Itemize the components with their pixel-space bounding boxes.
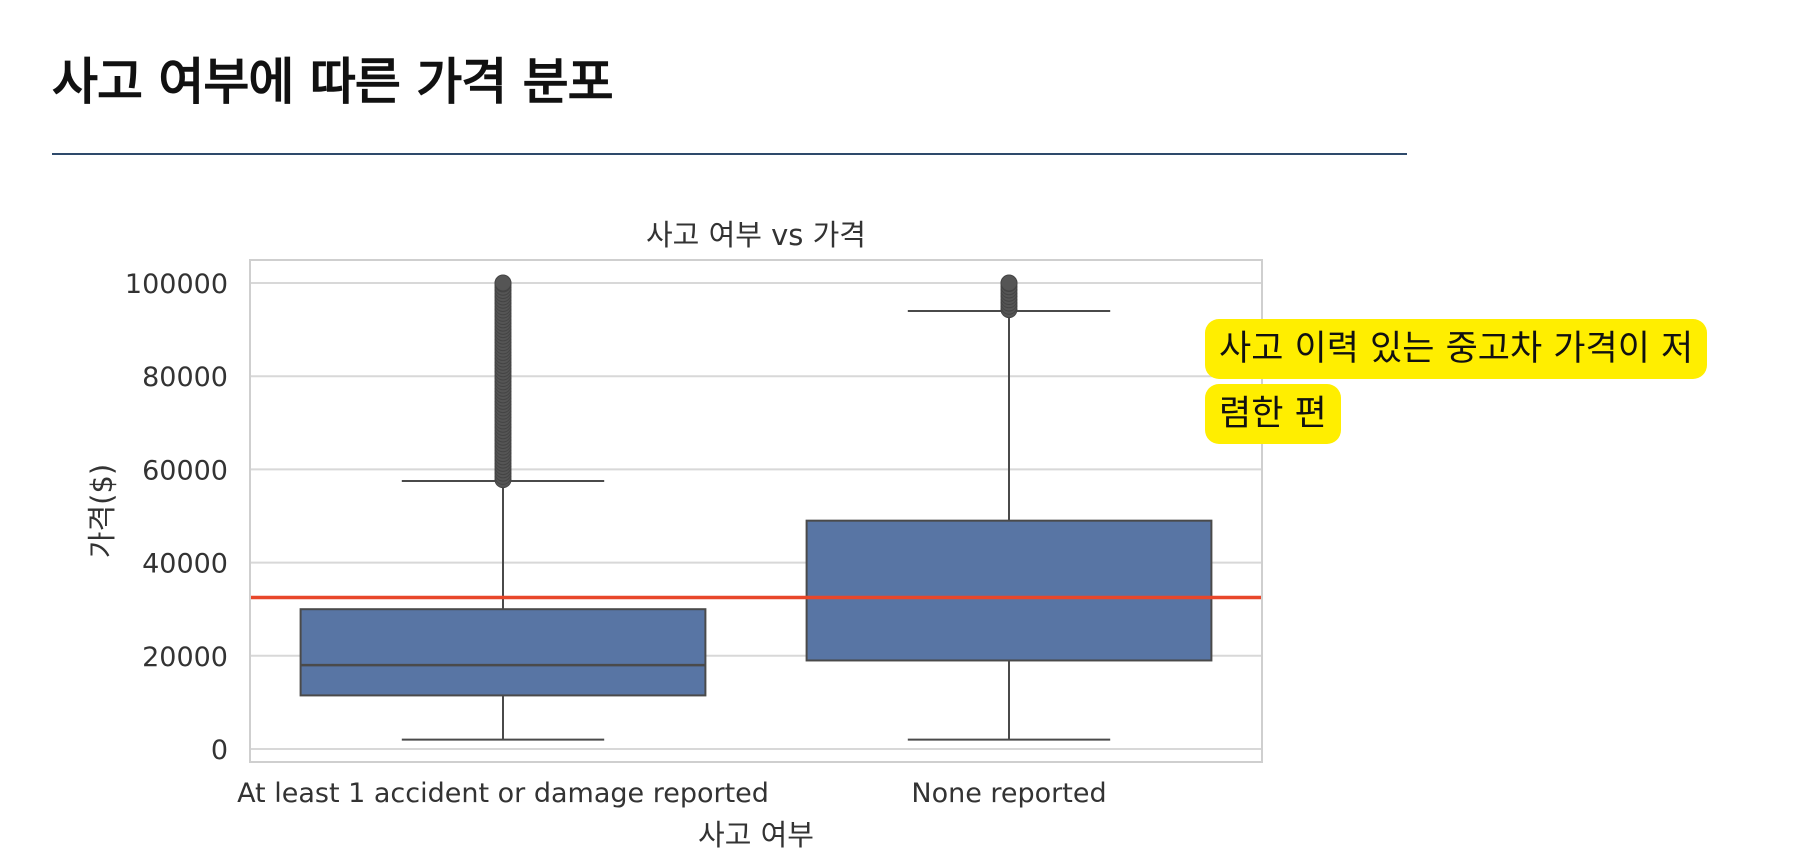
chart-title: 사고 여부 vs 가격 (646, 218, 866, 252)
y-tick-label: 40000 (142, 549, 228, 580)
y-tick-labels: 0 20000 40000 60000 80000 100000 (125, 269, 228, 766)
y-tick-label: 60000 (142, 455, 228, 486)
y-axis-label: 가격($) (85, 464, 119, 558)
x-tick-label: At least 1 accident or damage reported (237, 778, 769, 809)
outlier-point (494, 274, 512, 292)
annotation-callout: 사고 이력 있는 중고차 가격이 저렴한 편 (1205, 317, 1715, 447)
box-iqr (805, 519, 1213, 662)
x-axis-label: 사고 여부 (698, 818, 814, 852)
y-tick-label: 0 (211, 735, 228, 766)
y-tick-label: 80000 (142, 362, 228, 393)
y-tick-label: 20000 (142, 642, 228, 673)
box-layer (250, 274, 1262, 741)
title-divider (52, 153, 1407, 155)
y-tick-label: 100000 (125, 269, 228, 300)
box-iqr (299, 608, 707, 697)
callout-text: 사고 이력 있는 중고차 가격이 저렴한 편 (1205, 319, 1708, 444)
plot-frame (249, 259, 1263, 763)
x-tick-labels: At least 1 accident or damage reported No… (237, 778, 1107, 809)
page-title: 사고 여부에 따른 가격 분포 (52, 53, 614, 111)
outlier-point (1000, 274, 1018, 292)
x-tick-label: None reported (911, 778, 1106, 809)
